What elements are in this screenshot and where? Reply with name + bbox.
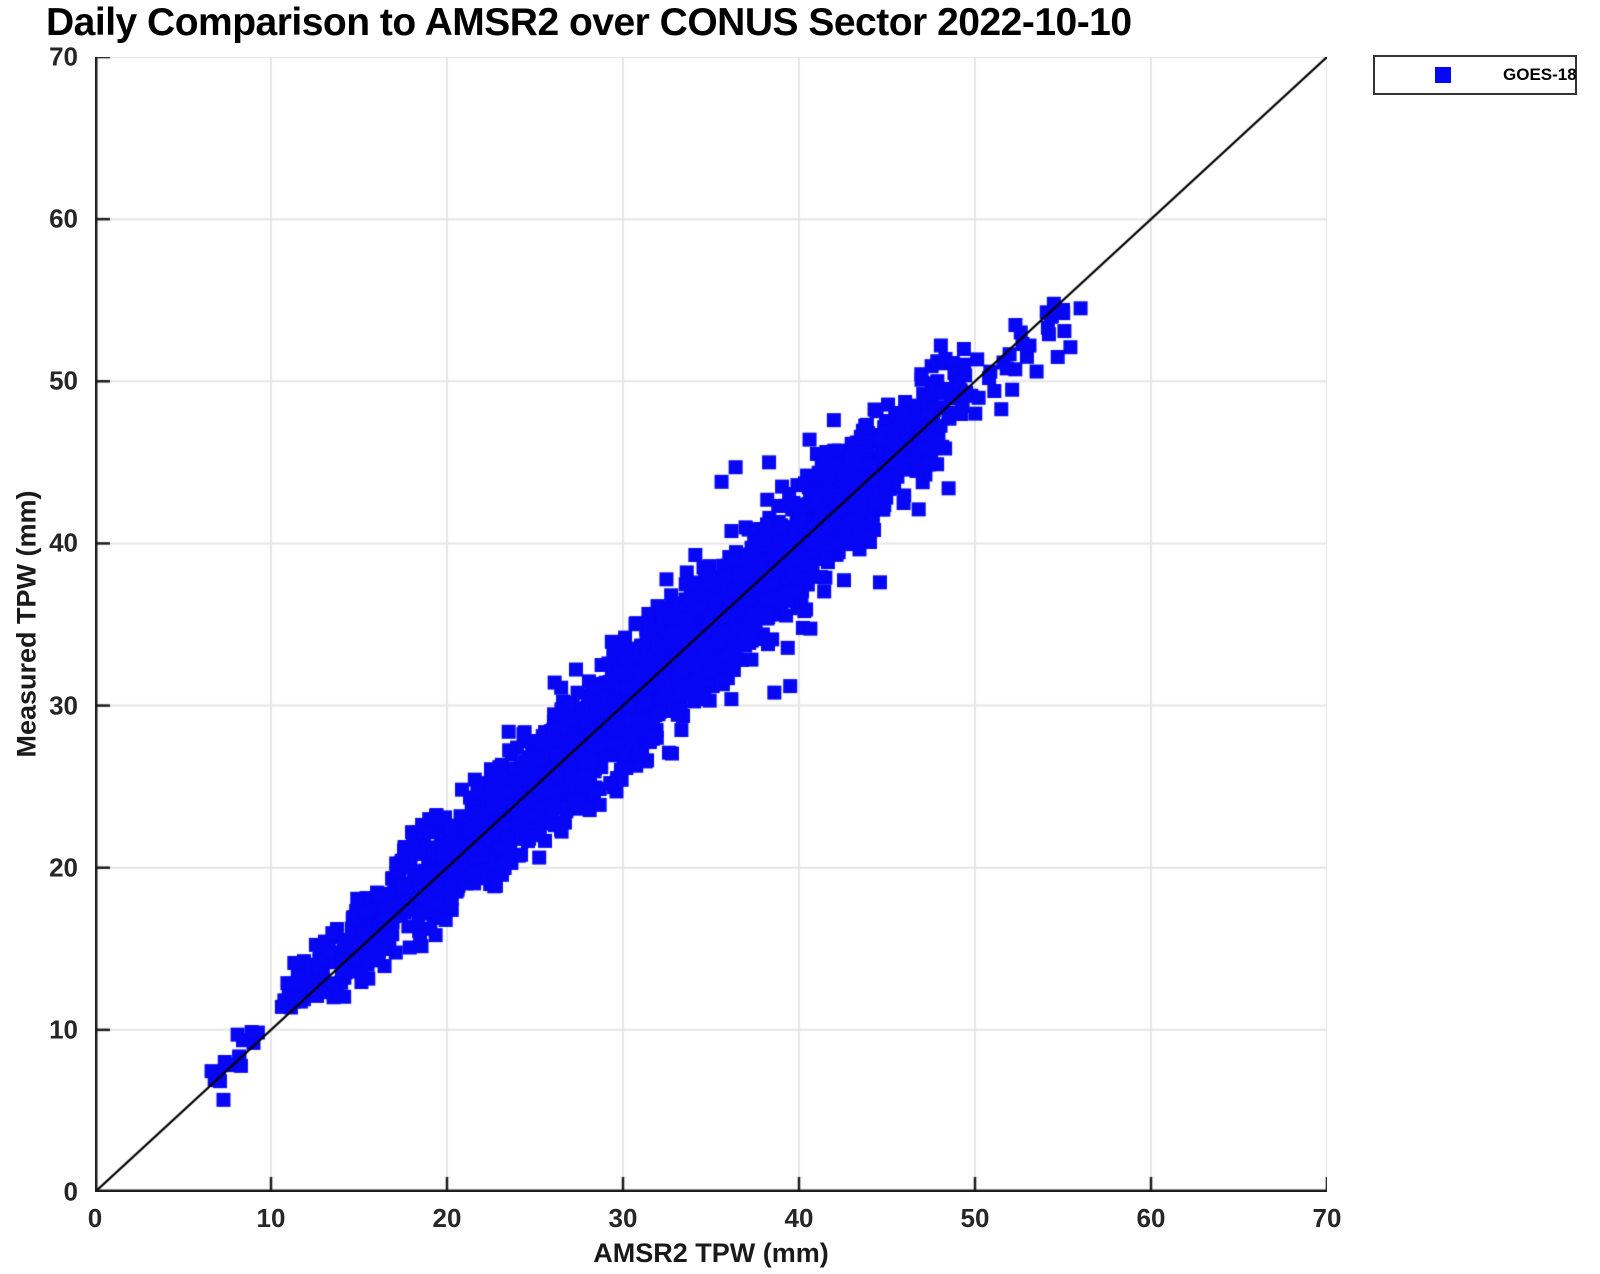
legend-marker-square-icon [1435, 67, 1451, 83]
scatter-plot-canvas [95, 57, 1327, 1192]
x-tick-label: 20 [432, 1203, 462, 1233]
x-tick-label: 60 [1136, 1203, 1166, 1233]
y-tick-label: 10 [49, 1014, 78, 1045]
x-axis-label: AMSR2 TPW (mm) [593, 1238, 829, 1268]
y-tick-label: 30 [49, 690, 78, 721]
chart-title: Daily Comparison to AMSR2 over CONUS Sec… [46, 1, 1132, 44]
x-tick-label: 30 [608, 1203, 638, 1233]
x-tick-label: 50 [960, 1203, 990, 1233]
legend-box: GOES-18 [1373, 55, 1577, 95]
y-tick-label: 40 [49, 527, 78, 558]
legend-series-label: GOES-18 [1503, 65, 1577, 84]
x-tick-label: 40 [784, 1203, 814, 1233]
y-tick-label: 50 [49, 365, 78, 396]
y-tick-label: 60 [49, 203, 78, 234]
y-axis-label: Measured TPW (mm) [11, 490, 42, 758]
x-tick-label: 10 [256, 1203, 286, 1233]
y-tick-label: 70 [49, 41, 78, 72]
x-tick-label: 70 [1312, 1203, 1342, 1233]
y-tick-label: 20 [49, 852, 78, 883]
y-tick-label: 0 [63, 1176, 78, 1207]
x-tick-label: 0 [87, 1203, 103, 1233]
